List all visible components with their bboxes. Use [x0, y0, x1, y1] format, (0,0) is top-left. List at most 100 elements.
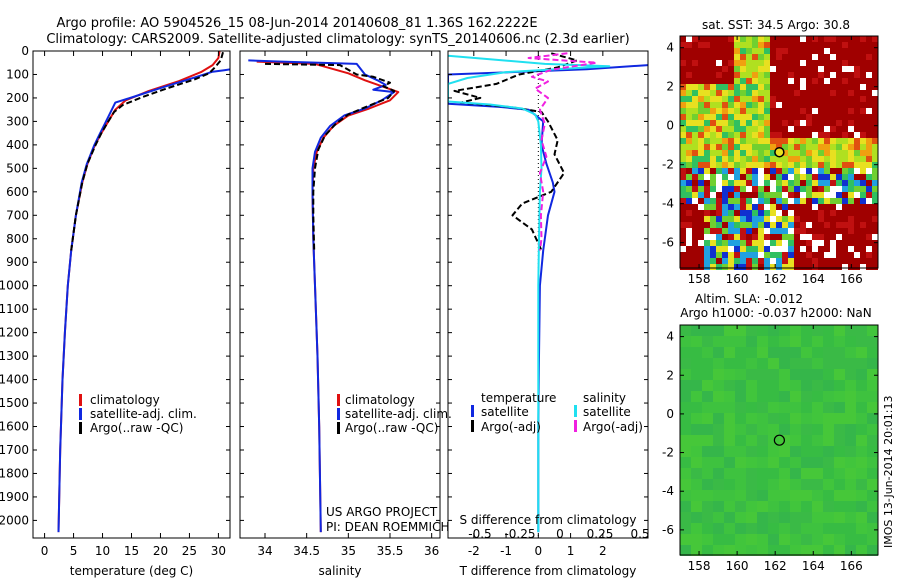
sla-cell [867, 490, 878, 501]
sst-cell [842, 48, 848, 54]
sst-cell [806, 78, 812, 84]
sst-cell [830, 204, 836, 210]
sst-cell [680, 228, 686, 234]
sst-cell [782, 174, 788, 180]
sst-cell [698, 138, 704, 144]
sst-cell [710, 108, 716, 114]
sst-cell [812, 48, 818, 54]
sst-cell [866, 78, 872, 84]
sst-cell [848, 84, 854, 90]
sst-cell [692, 108, 698, 114]
sst-cell [710, 216, 716, 222]
sst-cell [746, 126, 752, 132]
sst-cell [794, 198, 800, 204]
sla-cell [779, 358, 790, 369]
sla-cell [867, 457, 878, 468]
sla-cell [724, 413, 735, 424]
sst-cell [758, 216, 764, 222]
sst-cell [734, 48, 740, 54]
x-tick-label: 158 [688, 272, 711, 286]
s-diff-tick-label: 0.25 [587, 527, 614, 541]
sst-cell [776, 48, 782, 54]
sst-cell [776, 168, 782, 174]
sst-cell [860, 132, 866, 138]
sla-cell [713, 446, 724, 457]
sst-cell [758, 132, 764, 138]
sst-cell [818, 96, 824, 102]
sst-cell [794, 210, 800, 216]
sla-cell [834, 424, 845, 435]
sst-cell [686, 138, 692, 144]
sla-cell [735, 512, 746, 523]
sst-cell [800, 174, 806, 180]
sst-cell [800, 60, 806, 66]
sst-cell [794, 222, 800, 228]
sst-cell [692, 240, 698, 246]
sla-cell [790, 325, 801, 336]
sla-cell [691, 545, 702, 556]
sst-cell [812, 150, 818, 156]
sst-cell [776, 252, 782, 258]
sla-cell [823, 545, 834, 556]
sst-cell [722, 78, 728, 84]
sst-cell [866, 72, 872, 78]
sla-cell [735, 446, 746, 457]
sst-cell [710, 144, 716, 150]
sst-cell [728, 138, 734, 144]
sst-cell [704, 192, 710, 198]
sst-cell [776, 138, 782, 144]
sst-cell [746, 60, 752, 66]
sla-cell [801, 369, 812, 380]
sst-cell [740, 108, 746, 114]
sst-cell [866, 222, 872, 228]
sst-cell [794, 168, 800, 174]
sst-cell [734, 210, 740, 216]
sst-cell [686, 252, 692, 258]
sst-cell [806, 204, 812, 210]
sla-cell [801, 512, 812, 523]
sst-cell [830, 132, 836, 138]
sst-cell [830, 84, 836, 90]
sst-cell [716, 204, 722, 210]
sst-cell [848, 78, 854, 84]
sst-cell [872, 114, 878, 120]
sst-cell [788, 168, 794, 174]
sst-cell [686, 120, 692, 126]
sla-cell [845, 468, 856, 479]
sla-cell [691, 501, 702, 512]
legend-label-sal-satellite: satellite [583, 405, 631, 419]
sla-cell [856, 468, 867, 479]
sst-cell [854, 180, 860, 186]
x-tick-label: 164 [802, 559, 825, 573]
sst-cell [866, 54, 872, 60]
sst-cell [710, 72, 716, 78]
sst-cell [812, 138, 818, 144]
sst-cell [770, 54, 776, 60]
sst-cell [776, 174, 782, 180]
sst-cell [806, 96, 812, 102]
x-tick-label: 25 [182, 544, 197, 558]
legend-swatch-argo [337, 422, 340, 434]
sst-cell [686, 114, 692, 120]
sst-cell [770, 78, 776, 84]
sst-cell [704, 66, 710, 72]
sst-cell [716, 96, 722, 102]
sst-cell [698, 258, 704, 264]
y-tick-label: 1100 [0, 302, 29, 316]
sst-cell [788, 72, 794, 78]
sst-cell [698, 210, 704, 216]
sst-cell [752, 222, 758, 228]
sst-cell [752, 234, 758, 240]
sla-cell [845, 413, 856, 424]
sst-cell [860, 168, 866, 174]
sst-cell [794, 84, 800, 90]
sst-cell [710, 234, 716, 240]
sst-cell [782, 114, 788, 120]
sst-cell [806, 174, 812, 180]
sla-cell [735, 457, 746, 468]
sst-cell [752, 42, 758, 48]
sla-cell [845, 380, 856, 391]
sla-cell [867, 369, 878, 380]
sst-cell [788, 84, 794, 90]
sst-cell [758, 150, 764, 156]
